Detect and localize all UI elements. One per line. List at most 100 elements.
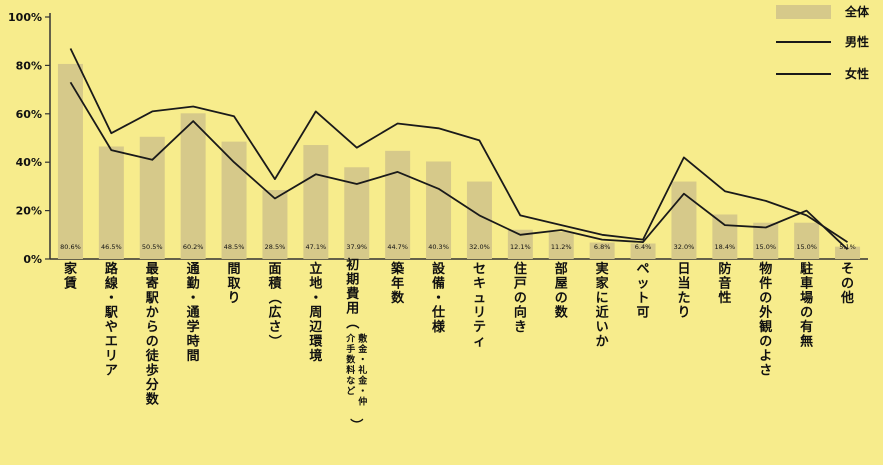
x-tick-char: リ — [473, 306, 486, 321]
bar-value-label: 50.5% — [142, 243, 163, 251]
x-tick-char: 立 — [309, 261, 322, 277]
bar — [589, 242, 615, 259]
x-tick-char: 寄 — [146, 276, 159, 292]
x-tick-char: 日 — [677, 262, 690, 277]
x-tick-char: 取 — [228, 277, 242, 292]
x-tick-char: セ — [473, 262, 486, 277]
x-tick-char: 可 — [637, 306, 650, 321]
x-tick-char: の — [555, 291, 568, 306]
x-tick-char: 分 — [146, 377, 159, 393]
y-tick-label: 80% — [16, 59, 42, 72]
y-tick-label: 20% — [16, 205, 42, 218]
x-tick-char: 初 — [346, 257, 359, 273]
x-tick-char: 敷 — [358, 333, 368, 345]
x-tick-char: 通 — [187, 305, 200, 321]
x-tick-char: た — [677, 291, 690, 306]
x-tick-char: 無 — [800, 334, 813, 350]
x-tick-char: 仲 — [358, 396, 367, 408]
x-tick-char: い — [596, 320, 609, 335]
x-tick-char: 間 — [228, 262, 241, 277]
x-tick-char: き — [514, 320, 527, 335]
x-tick-char: の — [514, 291, 527, 306]
x-tick-char: 費 — [346, 286, 359, 302]
x-tick-char: 介 — [345, 333, 356, 345]
x-tick-char: ・ — [187, 291, 200, 306]
x-tick-char: 時 — [187, 334, 200, 350]
x-tick-char: ど — [346, 385, 355, 397]
x-tick-char: ア — [105, 364, 118, 379]
bar-value-label: 60.2% — [183, 243, 204, 251]
x-tick-char: 線 — [105, 276, 119, 292]
x-tick-char: 歩 — [146, 363, 159, 379]
bar-value-label: 46.5% — [101, 243, 122, 251]
x-tick-char: 築 — [390, 261, 405, 277]
x-tick-char: さ — [268, 320, 281, 335]
bar — [835, 246, 861, 259]
x-tick-char: 手 — [346, 343, 355, 355]
x-tick-char: ） — [266, 334, 282, 347]
x-tick-char: か — [596, 335, 609, 350]
x-tick-char: ・ — [358, 356, 367, 366]
x-tick-char: 住 — [514, 261, 527, 277]
x-tick-char: 数 — [346, 354, 356, 366]
x-tick-char: 様 — [432, 319, 446, 335]
x-tick-char: ト — [637, 291, 650, 306]
x-tick-char: 路 — [105, 261, 119, 277]
x-tick-char: キ — [473, 277, 486, 292]
bar — [712, 214, 738, 259]
x-tick-char: 礼 — [358, 364, 367, 376]
x-tick-char: 学 — [187, 319, 200, 335]
bar — [548, 231, 574, 259]
x-tick-char: 料 — [346, 364, 355, 376]
x-tick-char: さ — [759, 364, 772, 379]
x-tick-char: 実 — [596, 261, 609, 277]
x-tick-char: 広 — [268, 305, 281, 321]
bar-value-label: 32.0% — [469, 243, 490, 251]
x-tick-char: 徒 — [145, 348, 160, 364]
x-tick-char: ） — [348, 418, 364, 431]
x-tick-char: 家 — [596, 276, 610, 292]
x-tick-char: 面 — [268, 262, 281, 277]
x-tick-char: 賃 — [63, 276, 77, 292]
legend-label-female: 女性 — [845, 66, 869, 81]
x-tick-char: の — [759, 335, 772, 350]
bar — [630, 243, 656, 259]
male-series-line — [69, 48, 848, 243]
x-tick-char: 性 — [718, 290, 731, 306]
bar-value-label: 80.6% — [60, 243, 81, 251]
x-tick-char: ・ — [358, 387, 367, 397]
bar — [385, 150, 411, 259]
x-tick-char: 用 — [345, 302, 359, 317]
bar-value-label: 44.7% — [387, 243, 408, 251]
x-tick-char: 場 — [800, 290, 813, 306]
x-tick-char: 辺 — [309, 320, 322, 335]
x-tick-char: の — [841, 277, 854, 292]
bar — [180, 113, 206, 259]
legend-swatch-all — [776, 5, 831, 19]
bar-value-label: 40.3% — [428, 243, 449, 251]
x-tick-char: 積 — [267, 276, 282, 292]
x-tick-char: 備 — [432, 276, 445, 292]
x-tick-char: 家 — [64, 261, 78, 277]
bar-value-label: 18.4% — [715, 243, 736, 251]
x-tick-char: の — [146, 335, 159, 350]
x-tick-char: 防 — [718, 261, 731, 277]
bar — [753, 222, 779, 259]
x-tick-char: 戸 — [514, 277, 527, 292]
x-tick-char: 環 — [309, 335, 323, 350]
x-tick-char: 地 — [309, 276, 322, 292]
bar — [98, 146, 124, 259]
x-tick-char: 境 — [309, 348, 322, 364]
x-tick-char: な — [346, 376, 355, 387]
x-tick-char: 向 — [514, 305, 527, 321]
bar-value-label: 28.5% — [265, 243, 286, 251]
x-tick-char: 当 — [677, 276, 690, 292]
x-tick-char: ・ — [432, 291, 445, 306]
x-tick-char: か — [146, 306, 159, 321]
x-tick-char: リ — [105, 349, 118, 364]
x-tick-char: 金 — [357, 343, 368, 355]
x-tick-char: ・ — [105, 291, 118, 306]
y-tick-label: 40% — [16, 156, 42, 169]
x-tick-char: り — [677, 306, 690, 321]
